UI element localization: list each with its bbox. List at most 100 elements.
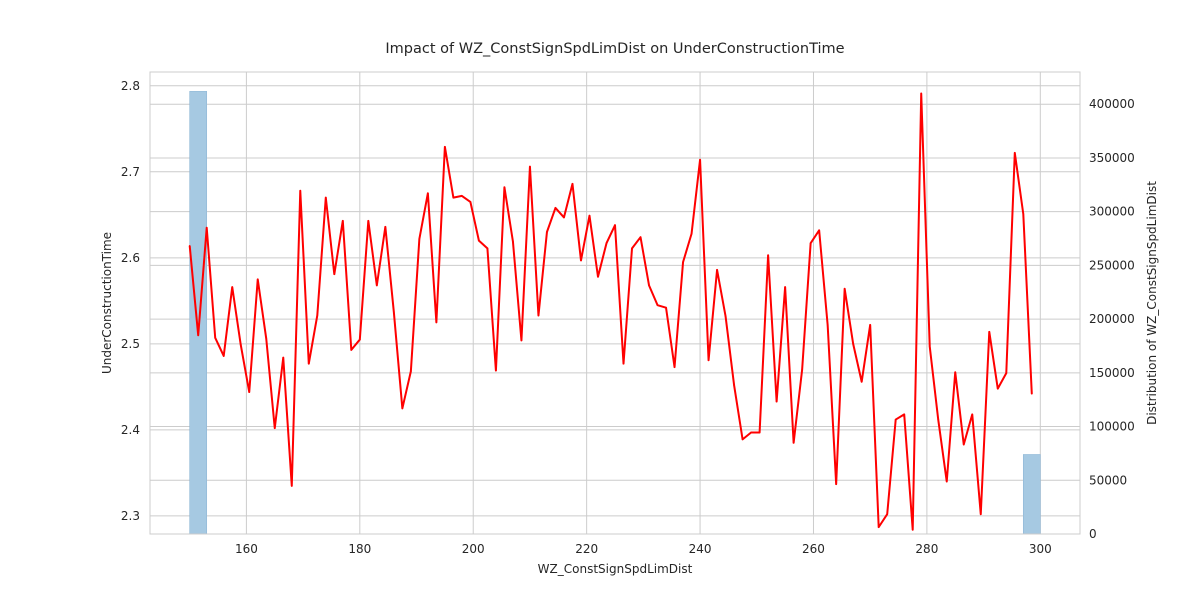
data-point [741,438,744,441]
data-point [1022,213,1025,215]
y2-tick-label: 400000 [1089,97,1135,111]
data-point [835,483,837,485]
data-point [282,356,285,359]
data-point [214,337,217,339]
data-point [648,284,650,287]
x-tick-label: 260 [802,542,825,556]
data-point [554,207,557,209]
series-line [188,92,1033,531]
histogram-bar [189,91,208,535]
data-point [435,321,438,324]
y-tick-label: 2.5 [121,337,140,351]
y-tick-label: 2.4 [121,423,140,437]
data-point [597,275,599,278]
data-point [792,442,795,444]
data-point [962,443,965,446]
data-point [231,286,234,288]
y-tick-label: 2.3 [121,509,140,523]
data-point [911,528,914,531]
y2-tick-label: 100000 [1089,420,1135,434]
y-tick-label: 2.8 [121,79,140,93]
data-point [784,286,786,288]
data-point [324,196,327,199]
grid-layer [150,72,1080,535]
data-point [716,269,718,271]
data-point [342,220,344,222]
data-point [699,158,701,161]
data-point [988,331,991,333]
data-point [273,427,276,429]
x-tick-label: 160 [235,542,258,556]
data-point [418,238,421,240]
x-axis-title: WZ_ConstSignSpdLimDist [538,562,693,576]
data-point [248,391,251,393]
data-point [852,343,854,345]
data-point [971,413,974,416]
data-point [520,339,523,342]
data-point [682,261,684,263]
data-point [860,380,863,383]
data-point [826,324,829,326]
x-tick-label: 220 [575,542,598,556]
data-point [444,146,446,148]
y2-tick-label: 350000 [1089,151,1135,165]
y2-tick-label: 150000 [1089,366,1135,380]
data-point [809,242,812,245]
data-point [758,431,761,434]
x-tick-label: 280 [915,542,938,556]
y2-tick-label: 250000 [1089,258,1135,272]
data-point [307,362,310,365]
data-point [775,400,778,403]
data-point [928,345,931,348]
y2-tick-label: 200000 [1089,312,1135,326]
data-point [376,284,378,287]
x-tick-label: 300 [1029,542,1052,556]
data-point [546,231,548,233]
data-point [903,413,906,416]
data-point [886,513,888,516]
x-tick-labels: 160 180 200 220 240 260 280 300 [235,542,1052,556]
data-point [767,254,769,257]
data-point [1013,152,1016,154]
data-point [316,314,319,317]
data-point [537,314,540,317]
data-point [979,513,982,516]
data-point [954,371,957,374]
data-point [588,214,591,217]
data-point [996,387,999,390]
data-point [299,189,302,192]
data-point [188,244,191,247]
data-point [359,338,361,341]
data-point [920,92,923,95]
data-point [205,226,208,229]
y2-tick-label: 50000 [1089,473,1127,487]
data-point [605,242,608,245]
data-point [384,226,387,228]
y2-tick-label: 300000 [1089,205,1135,219]
data-point [622,362,625,365]
data-point [733,384,735,386]
data-point [724,315,727,318]
x-tick-label: 240 [689,542,712,556]
data-point [265,337,268,340]
data-point [401,407,404,410]
data-point [503,186,506,189]
y2-tick-labels: 0 50000 100000 150000 200000 250000 300000 3500… [1089,97,1135,541]
data-point [673,366,676,368]
data-point [290,485,293,487]
data-point [801,368,803,371]
data-point [843,288,846,290]
data-point [631,247,633,250]
data-point [350,349,353,351]
data-point [1005,372,1008,374]
y-tick-label: 2.7 [121,165,140,179]
data-point [571,183,574,185]
data-point [1030,392,1033,395]
data-point [452,196,455,199]
data-point [639,236,642,238]
data-point [937,418,940,421]
histogram-bar [1022,454,1041,535]
data-point [614,224,616,226]
data-point [563,216,565,219]
